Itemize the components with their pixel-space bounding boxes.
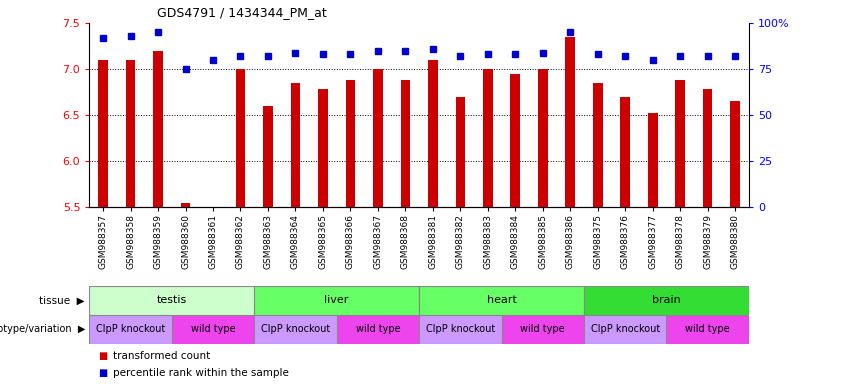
Bar xyxy=(565,37,575,207)
Text: transformed count: transformed count xyxy=(113,351,210,361)
Text: genotype/variation  ▶: genotype/variation ▶ xyxy=(0,324,85,334)
Bar xyxy=(337,315,419,344)
Bar xyxy=(584,286,749,315)
Text: GDS4791 / 1434344_PM_at: GDS4791 / 1434344_PM_at xyxy=(157,6,327,19)
Text: wild type: wild type xyxy=(191,324,236,334)
Text: ClpP knockout: ClpP knockout xyxy=(96,324,165,334)
Text: ■: ■ xyxy=(98,351,107,361)
Text: ■: ■ xyxy=(98,368,107,378)
Bar xyxy=(89,315,172,344)
Text: tissue  ▶: tissue ▶ xyxy=(39,295,85,306)
Bar xyxy=(483,69,493,207)
Text: liver: liver xyxy=(324,295,349,306)
Text: heart: heart xyxy=(487,295,517,306)
Bar xyxy=(419,286,584,315)
Bar xyxy=(648,113,658,207)
Text: wild type: wild type xyxy=(685,324,730,334)
Text: testis: testis xyxy=(157,295,187,306)
Bar xyxy=(254,286,419,315)
Bar xyxy=(153,51,163,207)
Bar xyxy=(620,97,630,207)
Bar xyxy=(501,315,584,344)
Text: wild type: wild type xyxy=(356,324,400,334)
Bar xyxy=(593,83,603,207)
Text: ClpP knockout: ClpP knockout xyxy=(426,324,495,334)
Bar xyxy=(254,315,337,344)
Text: percentile rank within the sample: percentile rank within the sample xyxy=(113,368,289,378)
Bar xyxy=(236,69,245,207)
Bar xyxy=(180,203,191,207)
Bar xyxy=(373,69,383,207)
Bar xyxy=(455,97,465,207)
Bar xyxy=(666,315,749,344)
Bar xyxy=(511,74,520,207)
Bar xyxy=(263,106,273,207)
Bar xyxy=(419,315,501,344)
Text: wild type: wild type xyxy=(521,324,565,334)
Bar xyxy=(89,286,254,315)
Bar xyxy=(291,83,300,207)
Bar xyxy=(126,60,135,207)
Bar xyxy=(703,89,712,207)
Bar xyxy=(172,315,254,344)
Text: ClpP knockout: ClpP knockout xyxy=(591,324,660,334)
Bar xyxy=(584,315,666,344)
Bar xyxy=(676,80,685,207)
Bar xyxy=(401,80,410,207)
Bar xyxy=(730,101,740,207)
Bar xyxy=(346,80,355,207)
Bar xyxy=(428,60,437,207)
Text: ClpP knockout: ClpP knockout xyxy=(261,324,330,334)
Text: brain: brain xyxy=(652,295,681,306)
Bar xyxy=(538,69,547,207)
Bar xyxy=(98,60,108,207)
Bar xyxy=(318,89,328,207)
